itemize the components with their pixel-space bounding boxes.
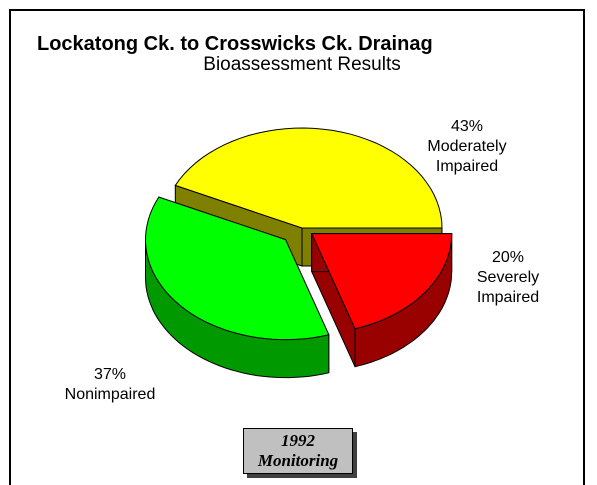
slice-label: Severely Impaired [476,269,540,306]
annotation: 1992 Monitoring [243,428,353,474]
value-label: 20% [491,249,525,266]
annotation-text: 1992 Monitoring [257,431,339,470]
chart-title: Lockatong Ck. to Crosswicks Ck. Drainag [37,33,433,55]
slice-label: Moderately Impaired [427,138,507,175]
value-label: 37% [93,366,127,383]
pie-slice [144,196,330,341]
frame [9,9,585,485]
slice-label: Nonimpaired [64,386,156,403]
value-label: 43% [450,118,484,135]
pie-slice [174,127,443,229]
chart-subtitle: Bioassessment Results [203,54,400,75]
pie-slice [310,233,453,330]
